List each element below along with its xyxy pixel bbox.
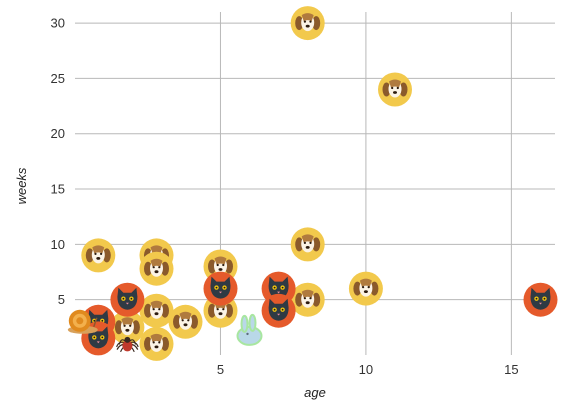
dog-icon [139, 251, 174, 286]
tick-labels: 5 10 15 5 10 15 20 25 30 [51, 16, 519, 377]
dog-icon [81, 238, 116, 273]
dog-icon [168, 304, 203, 339]
rabbit-icon [236, 313, 263, 346]
y-tick-label: 25 [51, 71, 65, 86]
y-tick-label: 5 [58, 292, 65, 307]
dog-icon [290, 227, 325, 262]
y-tick-label: 10 [51, 237, 65, 252]
x-axis-title: age [304, 385, 326, 400]
dog-icon [139, 293, 174, 328]
dog-icon [290, 6, 325, 41]
y-tick-label: 20 [51, 126, 65, 141]
cat-icon [203, 271, 238, 306]
x-tick-label: 5 [217, 362, 224, 377]
cat-icon [261, 293, 296, 328]
dog-icon [290, 282, 325, 317]
data-points [67, 6, 558, 361]
cat-icon [523, 282, 558, 317]
cat-icon [110, 282, 145, 317]
spider-icon [116, 336, 139, 353]
y-axis-title: weeks [14, 167, 29, 204]
snail-icon [67, 309, 98, 334]
dog-icon [110, 310, 145, 345]
y-tick-label: 30 [51, 16, 65, 31]
y-tick-label: 15 [51, 182, 65, 197]
dog-icon [139, 326, 174, 361]
x-tick-label: 10 [359, 362, 373, 377]
dog-icon [378, 72, 412, 107]
dog-icon [348, 271, 383, 306]
x-tick-label: 15 [504, 362, 518, 377]
